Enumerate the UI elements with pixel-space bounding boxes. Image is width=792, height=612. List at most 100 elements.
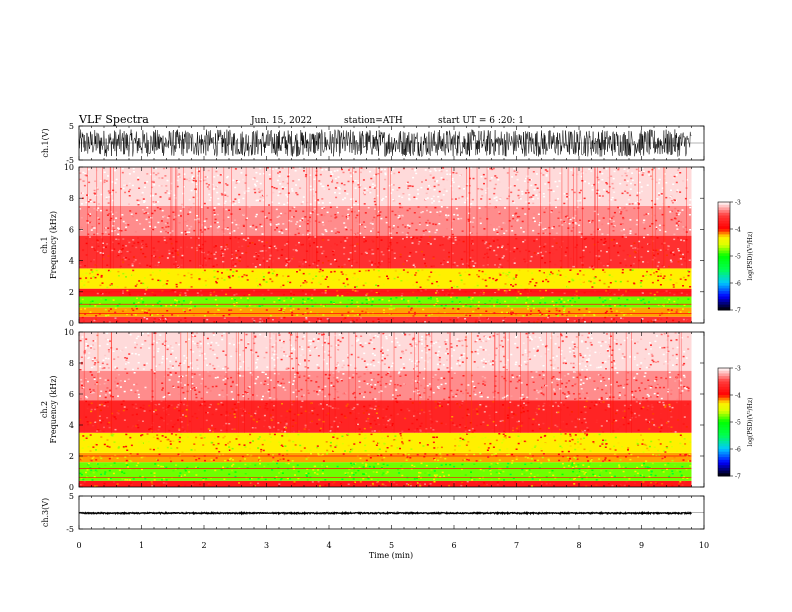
ch2-spectrogram-speckle <box>471 479 474 481</box>
ch2-spectrogram-speckle <box>102 481 105 483</box>
ch1-spectrogram-speckle <box>451 189 454 191</box>
ch1-spectrogram-speckle <box>337 211 339 214</box>
ch1-spectrogram-speckle <box>93 207 96 210</box>
ch1-spectrogram-speckle <box>446 173 449 175</box>
ch1-spectrogram-speckle <box>91 226 94 228</box>
ch1-spectrogram-speckle <box>660 194 663 196</box>
ch1-spectrogram-speckle <box>206 186 209 188</box>
ch1-spectrogram-speckle <box>528 179 531 181</box>
ch1-spectrogram-speckle <box>267 317 270 320</box>
ch1-spectrogram-speckle <box>580 189 582 192</box>
ch1-spectrogram-speckle <box>140 215 143 217</box>
ch1-spectrogram-speckle <box>484 303 487 305</box>
ch2-spectrogram-speckle <box>440 446 443 449</box>
ch2-spectrogram-speckle <box>161 435 164 437</box>
ch1-spectrogram-speckle <box>293 206 296 208</box>
ch2-spectrogram-speckle <box>361 462 364 464</box>
ch1-spectrogram-speckle <box>582 249 585 252</box>
ch1-spectrogram-speckle <box>321 292 324 294</box>
ch2-spectrogram-speckle <box>585 485 588 487</box>
ch1-spectrogram-speckle <box>593 277 596 279</box>
ch1-spectrogram-speckle <box>100 292 103 295</box>
ch2-spectrogram-speckle <box>443 438 446 440</box>
ch1-spectrogram-speckle <box>599 171 602 173</box>
ch2-spectrogram-speckle <box>656 439 659 442</box>
ch1-spectrogram-speckle <box>272 319 274 321</box>
ch1-spectrogram-speckle <box>106 243 109 245</box>
ch2-spectrogram-speckle <box>345 473 347 475</box>
ch1-spectrogram-speckle <box>406 271 409 274</box>
ch2-spectrogram-speckle <box>160 484 163 487</box>
ch2-spectrogram-speckle <box>246 440 249 442</box>
ch1-spectrogram-speckle <box>460 302 462 304</box>
ch1-spectrogram-speckle <box>326 276 328 278</box>
ch1-spectrogram-speckle <box>390 172 393 175</box>
ch1-spectrogram-speckle <box>161 209 164 212</box>
ch1-spectrogram-speckle <box>193 229 196 232</box>
ch1-spectrogram-speckle <box>638 297 641 299</box>
ch2-spectrogram-speckle <box>395 483 398 486</box>
ch1-spectrogram-speckle <box>420 186 423 189</box>
ch2-spectrogram-speckle <box>511 453 514 456</box>
ch1-spectrogram-speckle <box>471 238 473 240</box>
ch1-spectrogram-speckle <box>629 269 632 271</box>
ch2-spectrogram-speckle <box>592 441 595 443</box>
ch1-spectrogram-speckle <box>323 188 326 190</box>
ch2-spectrogram-speckle <box>364 472 367 475</box>
ch2-spectrogram-speckle <box>285 462 288 464</box>
ch1-spectrogram-speckle <box>590 170 593 172</box>
ch1-spectrogram-speckle <box>464 271 467 273</box>
ch1-spectrogram-speckle <box>206 318 209 321</box>
ch2-spectrogram-speckle <box>616 456 619 458</box>
ch2-spectrogram-speckle <box>224 459 226 462</box>
ch1-spectrogram-speckle <box>377 266 380 268</box>
ch2-spectrogram-speckle <box>232 463 235 466</box>
ch1-spectrogram-speckle <box>292 248 295 251</box>
ch2-spectrogram-speckle <box>584 432 587 435</box>
ch1-spectrogram-speckle <box>597 228 599 230</box>
ch1-spectrogram-speckle <box>177 265 179 268</box>
ch1-spectrogram-speckle <box>688 204 691 206</box>
ch1-spectrogram-speckle <box>375 284 377 286</box>
ch2-spectrogram-speckle <box>630 453 633 456</box>
ch1-spectrogram-speckle <box>176 264 179 267</box>
ch1-spectrogram-speckle <box>456 286 459 288</box>
ch2-spectrogram-speckle <box>473 479 476 481</box>
ch1-spectrogram-speckle <box>342 282 345 285</box>
ch1-spectrogram-speckle <box>394 270 397 272</box>
ch1-spectrogram-speckle <box>455 297 458 299</box>
ch1-spectrogram-speckle <box>219 174 222 176</box>
ch1-spectrogram-speckle <box>607 222 610 225</box>
ch2-spectrogram-speckle <box>199 434 202 436</box>
ch1-spectrogram-speckle <box>571 189 574 191</box>
ch1-spectrogram-speckle <box>235 270 238 272</box>
ch1-spectrogram-speckle <box>187 270 190 272</box>
ch1-spectrogram-speckle <box>156 302 159 304</box>
ch2-spectrogram-speckle <box>506 448 509 450</box>
ch1-spectrogram-speckle <box>456 319 458 321</box>
ch1-spectrogram-speckle <box>352 270 355 272</box>
ch2-spectrogram-speckle <box>589 450 592 452</box>
ch2-spectrogram-speckle <box>614 449 617 451</box>
ch1-spectrogram-speckle <box>80 203 83 205</box>
ch1-spectrogram-speckle <box>506 197 509 200</box>
ch1-spectrogram-speckle <box>352 180 354 183</box>
ch1-spectrogram-speckle <box>668 265 670 268</box>
ch1-spectrogram-speckle <box>118 228 120 230</box>
ch1-spectrogram-speckle <box>83 280 86 283</box>
ch1-spectrogram-speckle <box>601 172 604 175</box>
ch1-spectrogram-speckle <box>426 279 429 281</box>
ch1-spectrogram-speckle <box>489 245 492 247</box>
ch1-spectrogram-speckle <box>441 244 444 246</box>
ch1-spectrogram-speckle <box>269 223 272 225</box>
ch1-spectrogram-speckle <box>198 279 201 281</box>
ch1-spectrogram-speckle <box>401 292 404 295</box>
ch2-spectrogram-speckle <box>578 468 581 470</box>
ch2-spectrogram-speckle <box>111 435 114 437</box>
ch1-spectrogram-speckle <box>156 249 159 252</box>
ch1-spectrogram-speckle <box>300 261 303 263</box>
ch2-spectrogram-speckle <box>517 442 520 445</box>
ch1-spectrogram-speckle <box>401 231 404 234</box>
ch1-spectrogram-speckle <box>125 226 128 228</box>
ch2-spectrogram-speckle <box>244 458 246 460</box>
